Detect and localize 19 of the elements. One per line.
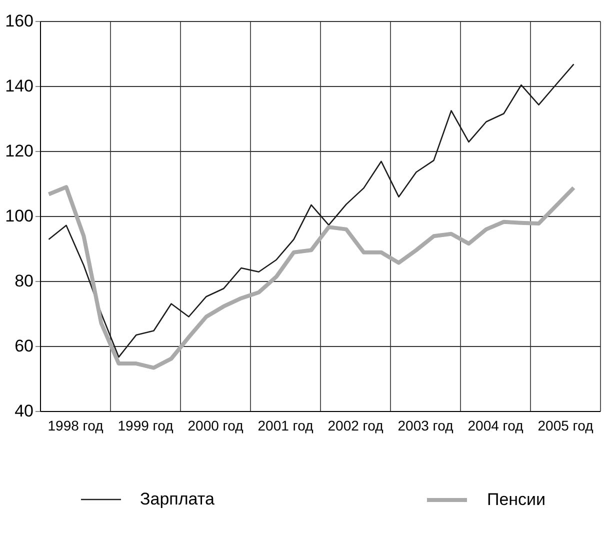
y-tick-label: 80: [14, 272, 34, 290]
y-tick-label: 120: [5, 142, 34, 160]
x-tick-label: 2001 год: [258, 418, 314, 434]
x-tick-label: 2004 год: [468, 418, 524, 434]
y-tick-label: 160: [5, 12, 34, 30]
x-tick-label: 2002 год: [328, 418, 384, 434]
line-series: [48, 64, 574, 358]
x-tick-label: 2005 год: [538, 418, 594, 434]
y-tick-label: 140: [5, 76, 34, 96]
legend-label: Пенсии: [487, 490, 546, 509]
x-tick-label: 1999 год: [118, 418, 174, 434]
x-tick-label: 1998 год: [48, 418, 104, 434]
line-series: [46, 185, 576, 370]
y-tick-label: 100: [5, 206, 34, 226]
legend-label: Зарплата: [140, 490, 215, 508]
y-tick-label: 40: [14, 402, 34, 420]
x-tick-label: 2000 год: [188, 418, 244, 434]
x-tick-label: 2003 год: [398, 418, 454, 434]
y-tick-label: 60: [14, 336, 34, 356]
